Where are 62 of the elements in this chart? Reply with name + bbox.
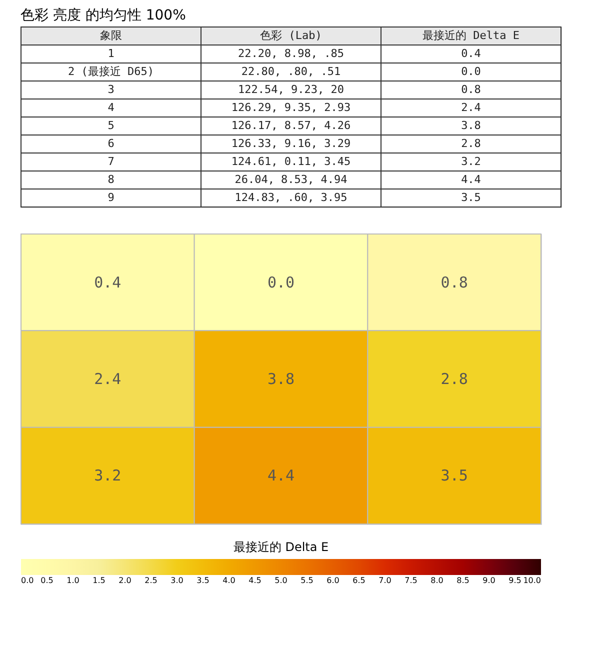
text: 26.04, 8.53, 4.94 xyxy=(234,173,348,186)
color-bar-label: 10.0 xyxy=(523,576,541,585)
color-bar-label: 2.5 xyxy=(144,576,158,585)
color-bar-label: 8.5 xyxy=(456,576,470,585)
text: 9 xyxy=(108,191,114,204)
color-bar-label: 1.5 xyxy=(92,576,106,585)
text: 124.83, .60, 3.95 xyxy=(234,191,348,204)
text: 2 (最接近 D65) xyxy=(68,65,154,78)
text: 122.54, 9.23, 20 xyxy=(238,83,344,96)
data-label: 0.8 xyxy=(440,273,468,292)
color-bar-label: 7.0 xyxy=(378,576,392,585)
text: 3.5 xyxy=(461,191,481,204)
text: 象限 xyxy=(100,29,122,42)
color-bar-label: 6.0 xyxy=(326,576,340,585)
data-label: 2.4 xyxy=(94,370,122,388)
color-bar-label: 3.0 xyxy=(170,576,184,585)
color-bar-label: 9.0 xyxy=(482,576,496,585)
text: 0.4 xyxy=(461,47,482,60)
text: 4 xyxy=(108,101,115,114)
text: 126.33, 9.16, 3.29 xyxy=(231,137,351,150)
color-bar-label: 2.0 xyxy=(118,576,132,585)
text: 124.61, 0.11, 3.45 xyxy=(231,155,351,168)
color-bar-label: 6.5 xyxy=(352,576,366,585)
text: 22.80, .80, .51 xyxy=(241,65,341,78)
text: 4.4 xyxy=(461,173,482,186)
color-bar-label: 7.5 xyxy=(404,576,418,585)
text: 0.0 xyxy=(461,65,481,78)
text: 7 xyxy=(108,155,114,168)
color-bar-label: 4.0 xyxy=(222,576,236,585)
data-label: 3.2 xyxy=(94,466,122,485)
text: 1 xyxy=(108,47,114,60)
text: 22.20, 8.98, .85 xyxy=(238,47,344,60)
text: 0.8 xyxy=(461,83,481,96)
text: 5 xyxy=(108,119,114,132)
data-label: 4.4 xyxy=(267,466,295,485)
text: 3 xyxy=(108,83,114,96)
color-bar-label: 5.5 xyxy=(300,576,314,585)
text: 6 xyxy=(108,137,114,150)
text: 2.8 xyxy=(461,137,481,150)
text: 色彩 (Lab) xyxy=(260,29,322,42)
text: 3.8 xyxy=(461,119,481,132)
color-bar-label: 4.5 xyxy=(248,576,262,585)
color-bar-label: 5.0 xyxy=(274,576,288,585)
data-label: 3.8 xyxy=(267,370,295,388)
text: 126.17, 8.57, 4.26 xyxy=(231,119,351,132)
color-bar-label: 9.5 xyxy=(508,576,522,585)
data-label: 0.4 xyxy=(94,273,122,292)
color-bar-title: 最接近的 Delta E xyxy=(233,540,329,554)
text: 最接近的 Delta E xyxy=(422,29,520,42)
text: 3.2 xyxy=(461,155,481,168)
color-bar-label: 3.5 xyxy=(196,576,210,585)
color-bar-label: 8.0 xyxy=(430,576,444,585)
text: 8 xyxy=(108,173,114,186)
data-label: 3.5 xyxy=(440,466,468,485)
color-bar-label: 0.5 xyxy=(40,576,54,585)
data-label: 0.0 xyxy=(267,273,295,292)
color-bar-label: 1.0 xyxy=(66,576,80,585)
color-bar-label: 0.0 xyxy=(21,576,34,585)
text: 色彩 亮度 的均匀性 100% xyxy=(20,8,186,24)
data-label: 2.8 xyxy=(440,370,468,388)
text: 2.4 xyxy=(461,101,482,114)
text: 126.29, 9.35, 2.93 xyxy=(231,101,351,114)
